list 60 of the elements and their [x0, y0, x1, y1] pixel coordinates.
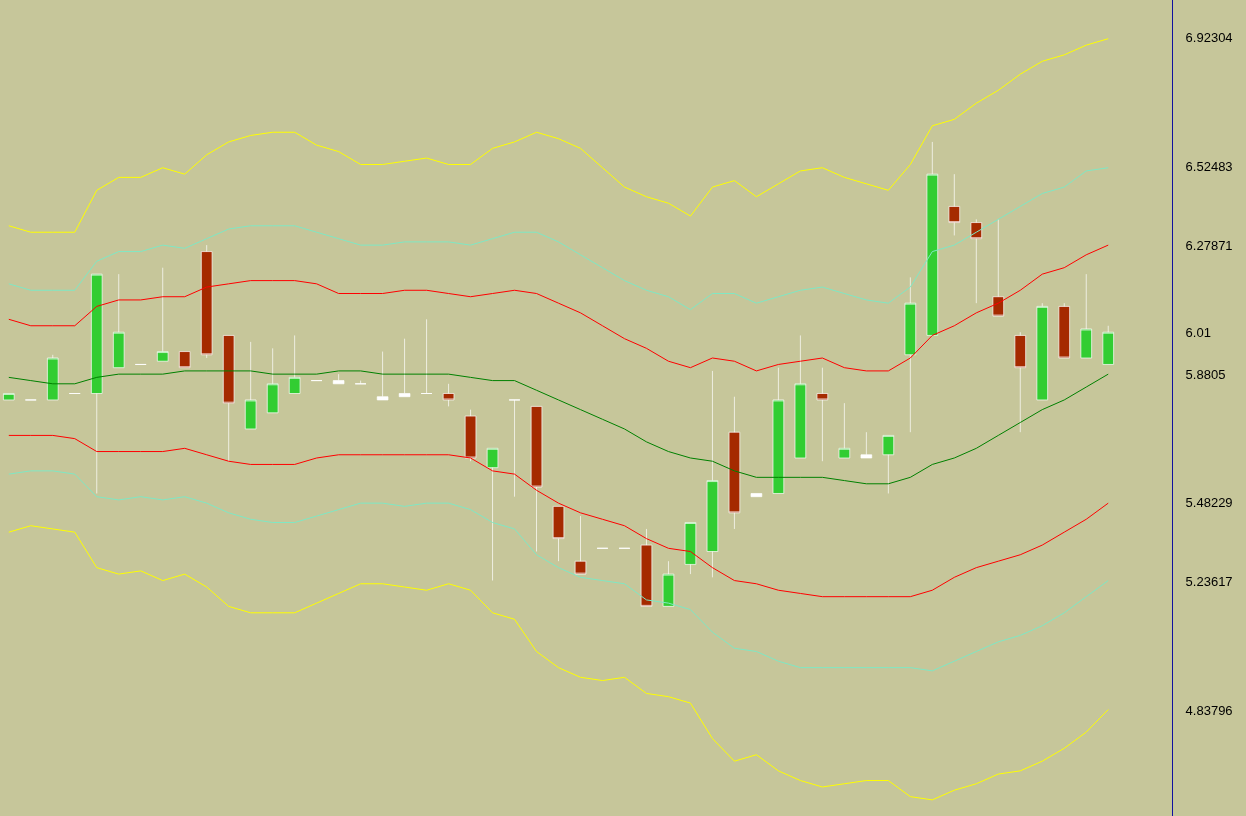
- candlestick: [156, 267, 169, 362]
- candlestick: [926, 141, 939, 336]
- candlestick: [904, 277, 917, 433]
- candlestick: [728, 396, 741, 530]
- candlestick: [376, 351, 389, 401]
- candlestick: [684, 522, 697, 575]
- candlestick: [178, 351, 191, 369]
- candlestick: [332, 373, 345, 385]
- candlestick: [530, 406, 543, 552]
- candlestick: [3, 393, 15, 401]
- y-tick-label: 5.48229: [1185, 494, 1233, 510]
- candlestick: [838, 402, 851, 459]
- line-series: [8, 244, 1109, 372]
- candlestick: [1014, 331, 1027, 433]
- line-series: [8, 525, 1109, 801]
- candlestick: [244, 341, 257, 430]
- candlestick: [552, 506, 565, 562]
- candlestick: [113, 273, 125, 369]
- candlestick: [398, 338, 411, 398]
- line-series: [8, 167, 1109, 311]
- candlestick: [882, 435, 895, 494]
- candlestick: [970, 218, 983, 304]
- y-tick-label: 5.23617: [1185, 574, 1233, 590]
- line-series: [8, 434, 1109, 598]
- candlestick: [508, 399, 521, 498]
- candlestick: [816, 367, 829, 462]
- candlestick: [1102, 325, 1114, 365]
- candlestick: [464, 409, 477, 462]
- candlestick: [354, 380, 367, 385]
- candlestick: [442, 383, 455, 407]
- y-tick-label: 6.52483: [1185, 158, 1233, 174]
- candlestick: [662, 560, 675, 607]
- candlestick: [486, 447, 499, 581]
- candlestick: [706, 370, 719, 578]
- line-series: [8, 370, 1109, 485]
- candlestick: [288, 335, 301, 394]
- candlestick: [860, 431, 873, 459]
- line-series: [8, 470, 1109, 672]
- candlestick: [794, 335, 807, 459]
- y-tick-label: 6.01: [1185, 324, 1211, 340]
- candlestick: [750, 493, 763, 498]
- candlestick: [266, 347, 279, 414]
- candlestick: [420, 318, 433, 394]
- candlestick: [1036, 302, 1048, 401]
- candlestick: [574, 515, 587, 575]
- candlestick: [222, 335, 235, 462]
- line-series: [8, 38, 1109, 233]
- candlestick: [200, 244, 213, 359]
- candlestick: [992, 218, 1005, 317]
- candlestick: [772, 367, 785, 494]
- y-tick-label: 6.92304: [1185, 30, 1233, 46]
- y-tick-label: 6.27871: [1185, 238, 1233, 254]
- candlestick: [47, 354, 59, 401]
- candlestick: [948, 173, 961, 236]
- candlestick: [1080, 273, 1092, 359]
- y-tick-label: 5.8805: [1185, 366, 1226, 382]
- y-tick-label: 4.83796: [1185, 702, 1233, 718]
- candlestick: [91, 273, 103, 494]
- candlestick: [640, 528, 653, 607]
- candlestick: [1058, 302, 1070, 359]
